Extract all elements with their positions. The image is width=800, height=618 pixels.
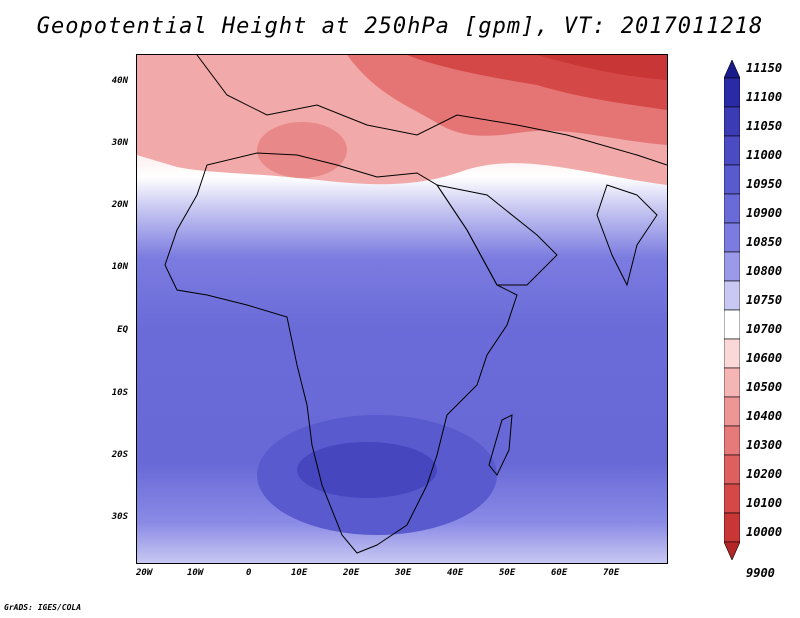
colorbar-level-label: 11150 <box>746 61 783 75</box>
colorbar-swatch <box>724 367 740 398</box>
colorbar-swatch <box>724 135 740 166</box>
colorbar-level-label: 10500 <box>746 380 783 394</box>
colorbar-swatch <box>724 222 740 253</box>
arabia-outline <box>435 184 558 286</box>
colorbar-swatch <box>724 396 740 427</box>
colorbar-level-label: 10400 <box>746 409 783 423</box>
contour-red-10000 <box>537 55 667 80</box>
india-outline <box>596 184 658 287</box>
colorbar-level-label: 10000 <box>746 525 783 539</box>
lon-label-20w: 20W <box>136 568 153 578</box>
colorbar-bottom-arrow <box>724 541 740 560</box>
lat-label-10n: 10N <box>111 262 128 272</box>
grads-credit: GrADS: IGES/COLA <box>4 603 82 612</box>
lat-label-20n: 20N <box>111 200 128 210</box>
colorbar-level-label: 11050 <box>746 119 783 133</box>
lat-label-30s: 30S <box>111 512 128 522</box>
colorbar-level-label: 10200 <box>746 467 783 481</box>
colorbar <box>724 60 740 560</box>
colorbar-swatch <box>724 454 740 485</box>
colorbar-swatch <box>724 280 740 311</box>
colorbar-level-label: 10950 <box>746 177 783 191</box>
colorbar-level-label: 10100 <box>746 496 783 510</box>
colorbar-level-label: 10850 <box>746 235 783 249</box>
colorbar-level-label: 10800 <box>746 264 783 278</box>
colorbar-swatch <box>724 77 740 108</box>
colorbar-swatch <box>724 512 740 543</box>
colorbar-swatch <box>724 483 740 514</box>
colorbar-level-label: 10600 <box>746 351 783 365</box>
colorbar-level-label: 9900 <box>746 566 775 580</box>
lon-label-10w: 10W <box>187 568 204 578</box>
colorbar-level-label: 10300 <box>746 438 783 452</box>
colorbar-swatch <box>724 106 740 137</box>
height-field <box>137 55 667 563</box>
colorbar-level-label: 10700 <box>746 322 783 336</box>
contour-red-anticyclone <box>257 122 347 178</box>
lon-label-70e: 70E <box>603 568 620 578</box>
madagascar-outline <box>488 414 513 476</box>
colorbar-swatch <box>724 425 740 456</box>
colorbar-swatch <box>724 193 740 224</box>
lon-label-10e: 10E <box>291 568 308 578</box>
lat-label-10s: 10S <box>111 388 128 398</box>
colorbar-swatch <box>724 164 740 195</box>
lon-label-40e: 40E <box>447 568 464 578</box>
lon-label-0: 0 <box>246 568 252 578</box>
colorbar-swatch <box>724 338 740 369</box>
colorbar-level-label: 10900 <box>746 206 783 220</box>
contour-blue-10950 <box>297 442 437 498</box>
colorbar-top-arrow <box>724 60 740 79</box>
europe-coastline <box>196 55 667 166</box>
colorbar-swatch <box>724 251 740 282</box>
map-panel <box>136 54 668 564</box>
lon-label-30e: 30E <box>395 568 412 578</box>
lon-label-60e: 60E <box>551 568 568 578</box>
lat-label-30n: 30N <box>111 138 128 148</box>
colorbar-level-label: 10750 <box>746 293 783 307</box>
colorbar-level-label: 11100 <box>746 90 783 104</box>
lon-label-20e: 20E <box>343 568 360 578</box>
lat-label-20s: 20S <box>111 450 128 460</box>
lon-label-50e: 50E <box>499 568 516 578</box>
lat-label-eq: EQ <box>117 325 128 335</box>
chart-title: Geopotential Height at 250hPa [gpm], VT:… <box>36 14 764 39</box>
africa-coastline <box>164 152 518 554</box>
colorbar-swatch <box>724 309 740 340</box>
colorbar-level-label: 11000 <box>746 148 783 162</box>
lat-label-40n: 40N <box>111 76 128 86</box>
